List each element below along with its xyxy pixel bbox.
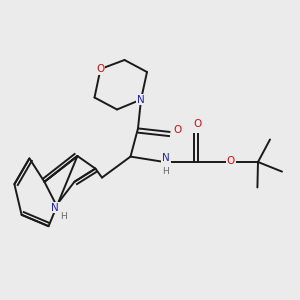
Text: O: O bbox=[226, 156, 235, 167]
Text: H: H bbox=[61, 212, 67, 221]
Text: O: O bbox=[194, 119, 202, 129]
Text: N: N bbox=[137, 94, 145, 105]
Text: N: N bbox=[51, 202, 59, 213]
Text: N: N bbox=[162, 153, 170, 163]
Text: O: O bbox=[96, 64, 105, 74]
Text: O: O bbox=[174, 125, 182, 136]
Text: H: H bbox=[163, 167, 169, 176]
